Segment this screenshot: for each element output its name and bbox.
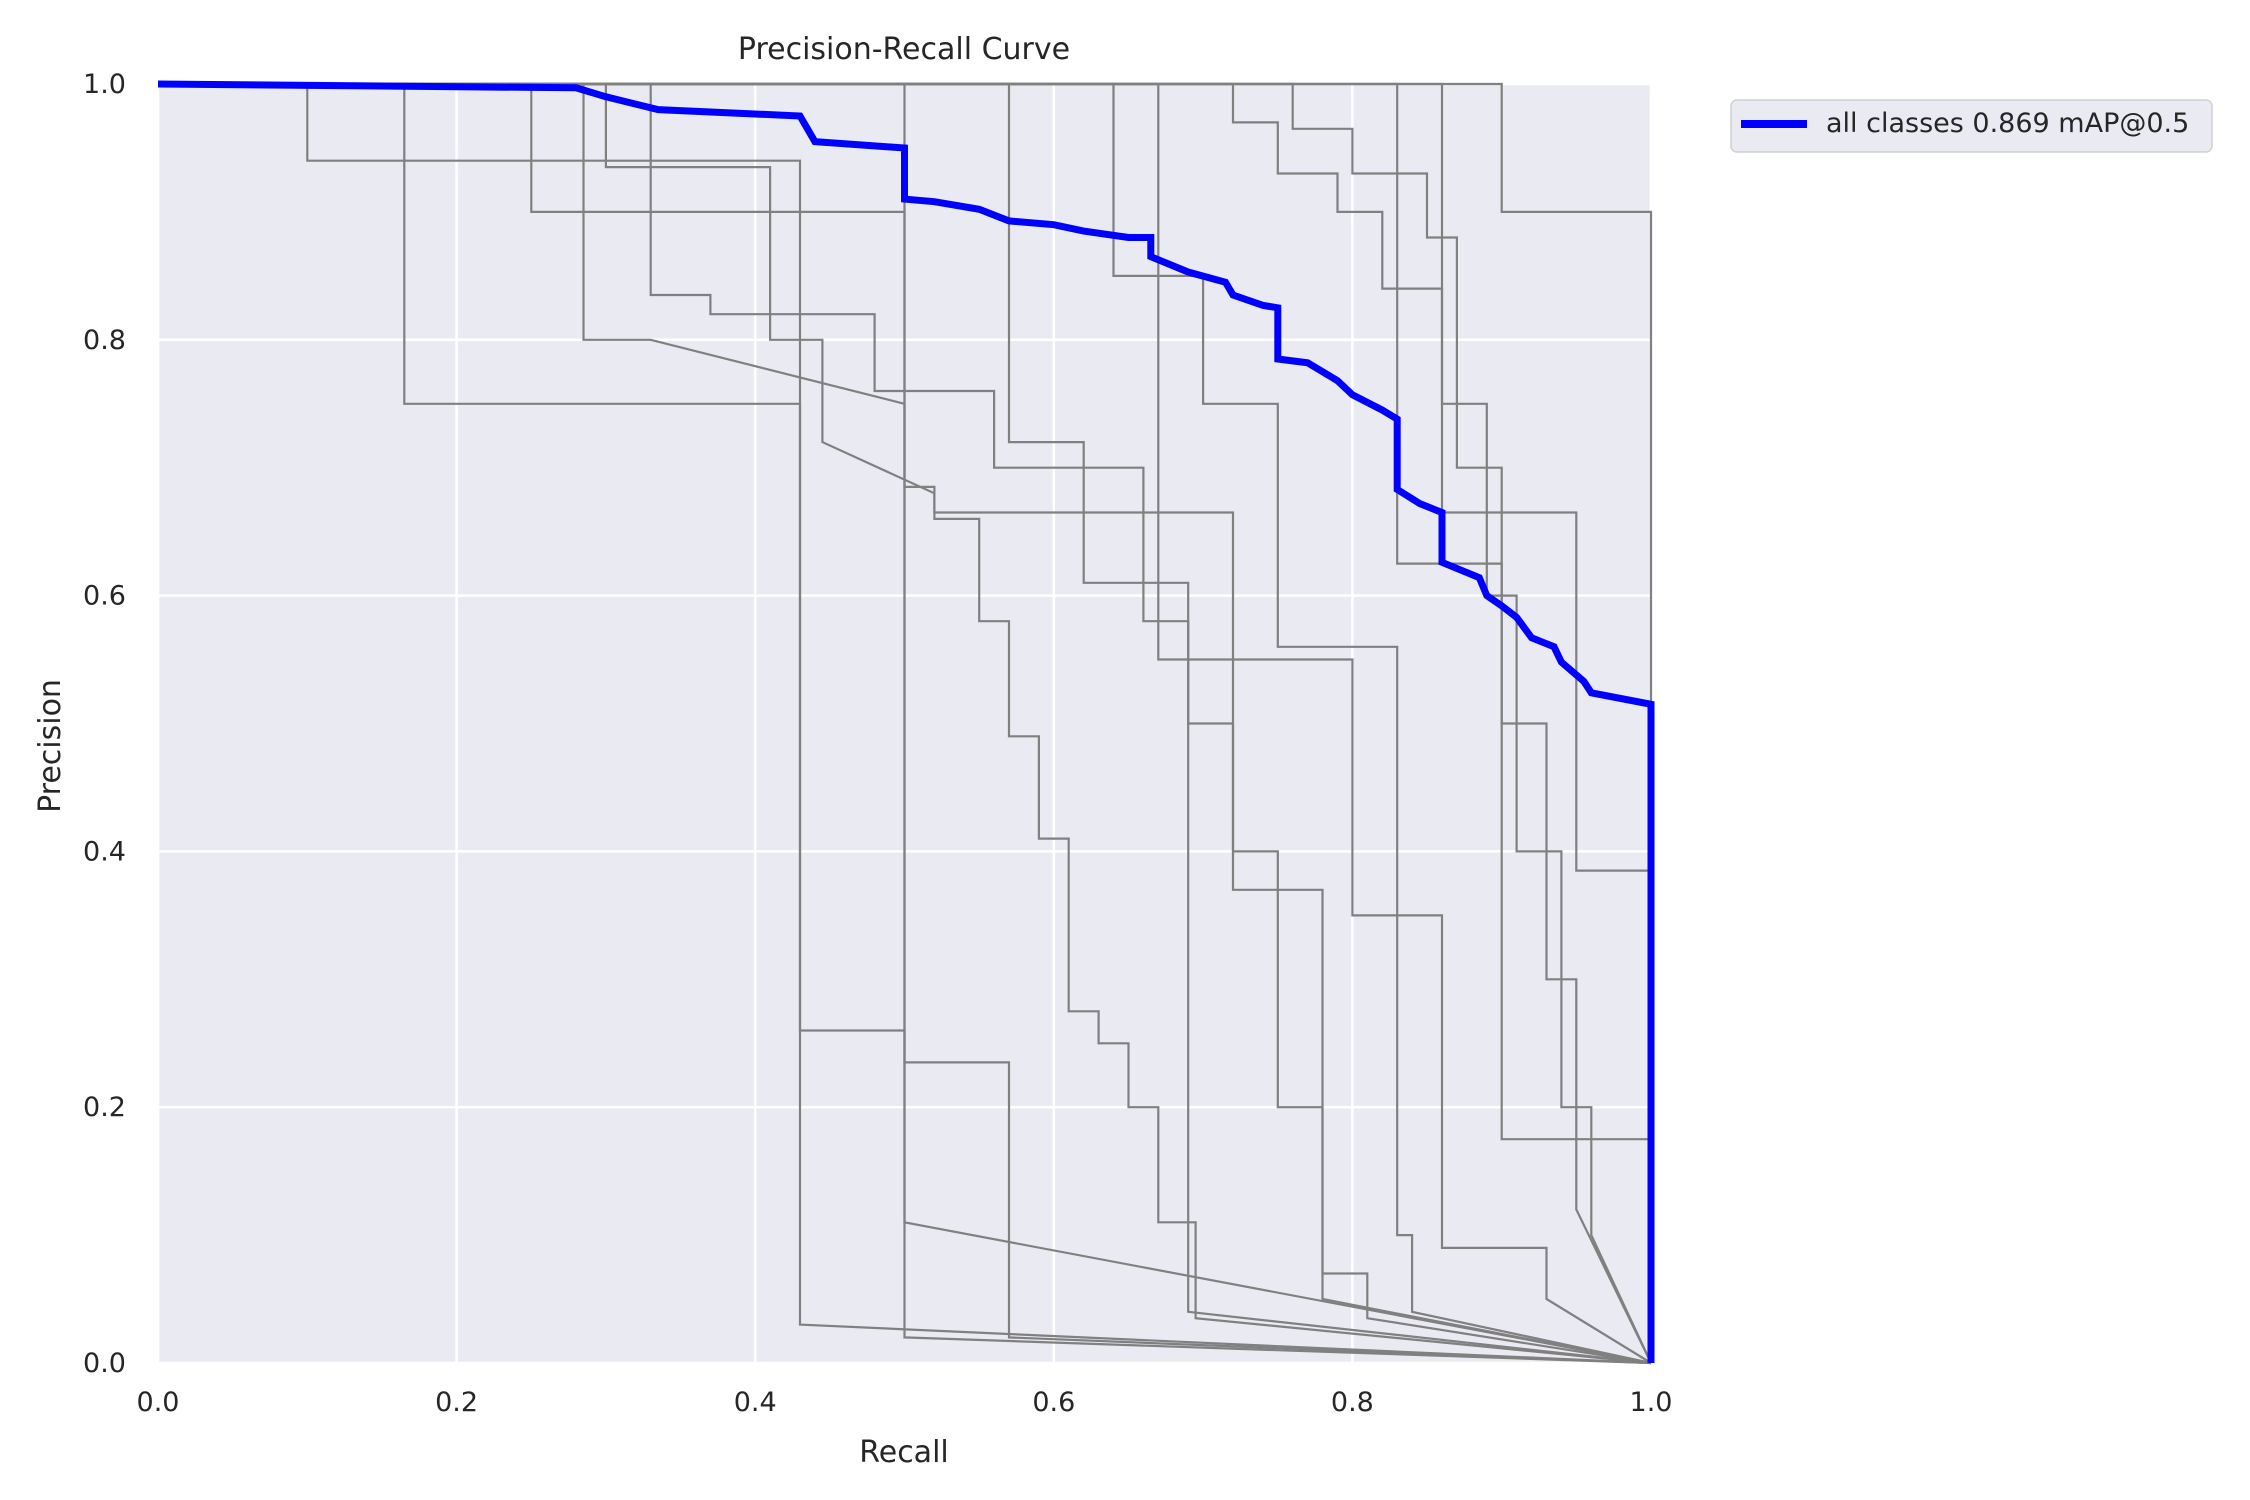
legend: all classes 0.869 mAP@0.5 [1730, 99, 2213, 153]
x-axis-label: Recall [859, 1435, 949, 1470]
x-tick-label: 0.8 [1331, 1387, 1374, 1418]
all-classes-curve [157, 80, 1655, 1363]
class-curve-12 [158, 82, 1652, 1364]
y-tick-label: 0.6 [83, 581, 126, 612]
y-tick-label: 0.0 [83, 1348, 126, 1379]
class-curve-6 [158, 82, 1652, 1365]
x-tick-label: 0.6 [1032, 1387, 1075, 1418]
x-tick-label: 1.0 [1630, 1387, 1673, 1418]
y-tick-label: 1.0 [83, 69, 126, 100]
y-tick-label: 0.8 [83, 325, 126, 356]
y-tick-label: 0.4 [83, 836, 126, 867]
y-tick-labels: 0.0 0.2 0.4 0.6 0.8 1.0 [83, 69, 126, 1379]
legend-label: all classes 0.869 mAP@0.5 [1826, 108, 2189, 139]
x-tick-label: 0.2 [435, 1387, 478, 1418]
class-curve-8 [158, 82, 1652, 1365]
series-layer [157, 80, 1655, 1365]
legend-frame [1730, 99, 2213, 153]
class-curve-5 [158, 82, 1652, 1365]
chart-title: Precision-Recall Curve [738, 32, 1070, 67]
x-tick-labels: 0.0 0.2 0.4 0.6 0.8 1.0 [137, 1387, 1673, 1418]
class-curve-9 [158, 82, 1652, 1365]
x-tick-label: 0.4 [734, 1387, 777, 1418]
class-curve-2 [158, 82, 1652, 1365]
x-tick-label: 0.0 [137, 1387, 180, 1418]
class-curve-10 [158, 82, 1652, 1364]
y-tick-label: 0.2 [83, 1092, 126, 1123]
y-axis-label: Precision [33, 679, 68, 813]
